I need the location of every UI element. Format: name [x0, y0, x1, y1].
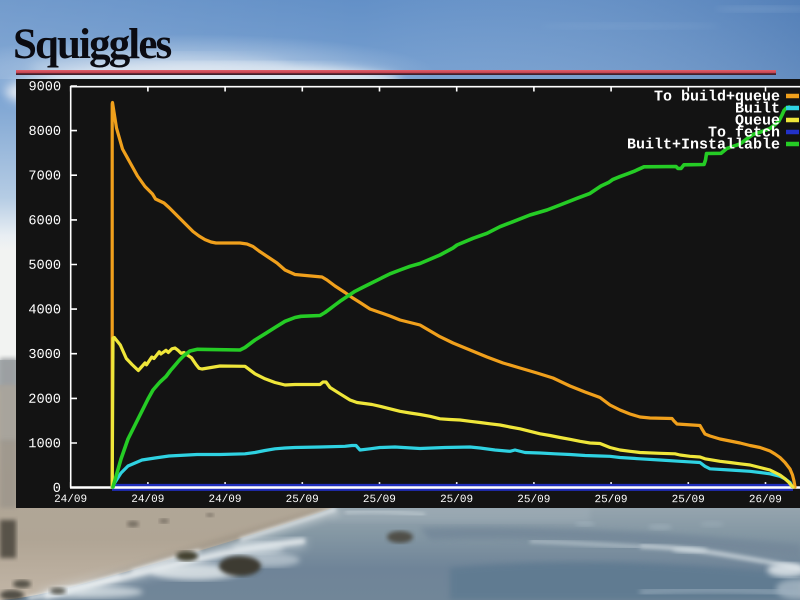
svg-text:25/09: 25/09 [672, 494, 705, 506]
svg-text:7000: 7000 [28, 170, 61, 185]
svg-text:25/09: 25/09 [286, 494, 319, 506]
svg-text:To fetch: To fetch [708, 124, 780, 141]
svg-text:24/09: 24/09 [208, 494, 241, 506]
svg-text:8000: 8000 [28, 125, 61, 140]
svg-text:5000: 5000 [28, 259, 61, 274]
svg-text:Built+Installable: Built+Installable [627, 136, 780, 153]
svg-text:1000: 1000 [28, 437, 61, 452]
svg-text:24/09: 24/09 [54, 494, 87, 506]
svg-text:24/09: 24/09 [131, 494, 164, 506]
svg-text:Queue: Queue [735, 112, 780, 129]
svg-text:2000: 2000 [28, 393, 61, 408]
svg-text:Built: Built [735, 100, 780, 117]
svg-text:0: 0 [53, 482, 61, 497]
svg-text:6000: 6000 [28, 214, 61, 229]
svg-text:26/09: 26/09 [749, 494, 782, 506]
svg-text:9000: 9000 [28, 80, 61, 95]
svg-text:25/09: 25/09 [363, 494, 396, 506]
svg-text:25/09: 25/09 [440, 494, 473, 506]
svg-text:4000: 4000 [28, 303, 61, 318]
svg-text:To build+queue: To build+queue [654, 88, 780, 105]
svg-text:25/09: 25/09 [517, 494, 550, 506]
svg-text:3000: 3000 [28, 348, 61, 363]
svg-text:25/09: 25/09 [594, 494, 627, 506]
